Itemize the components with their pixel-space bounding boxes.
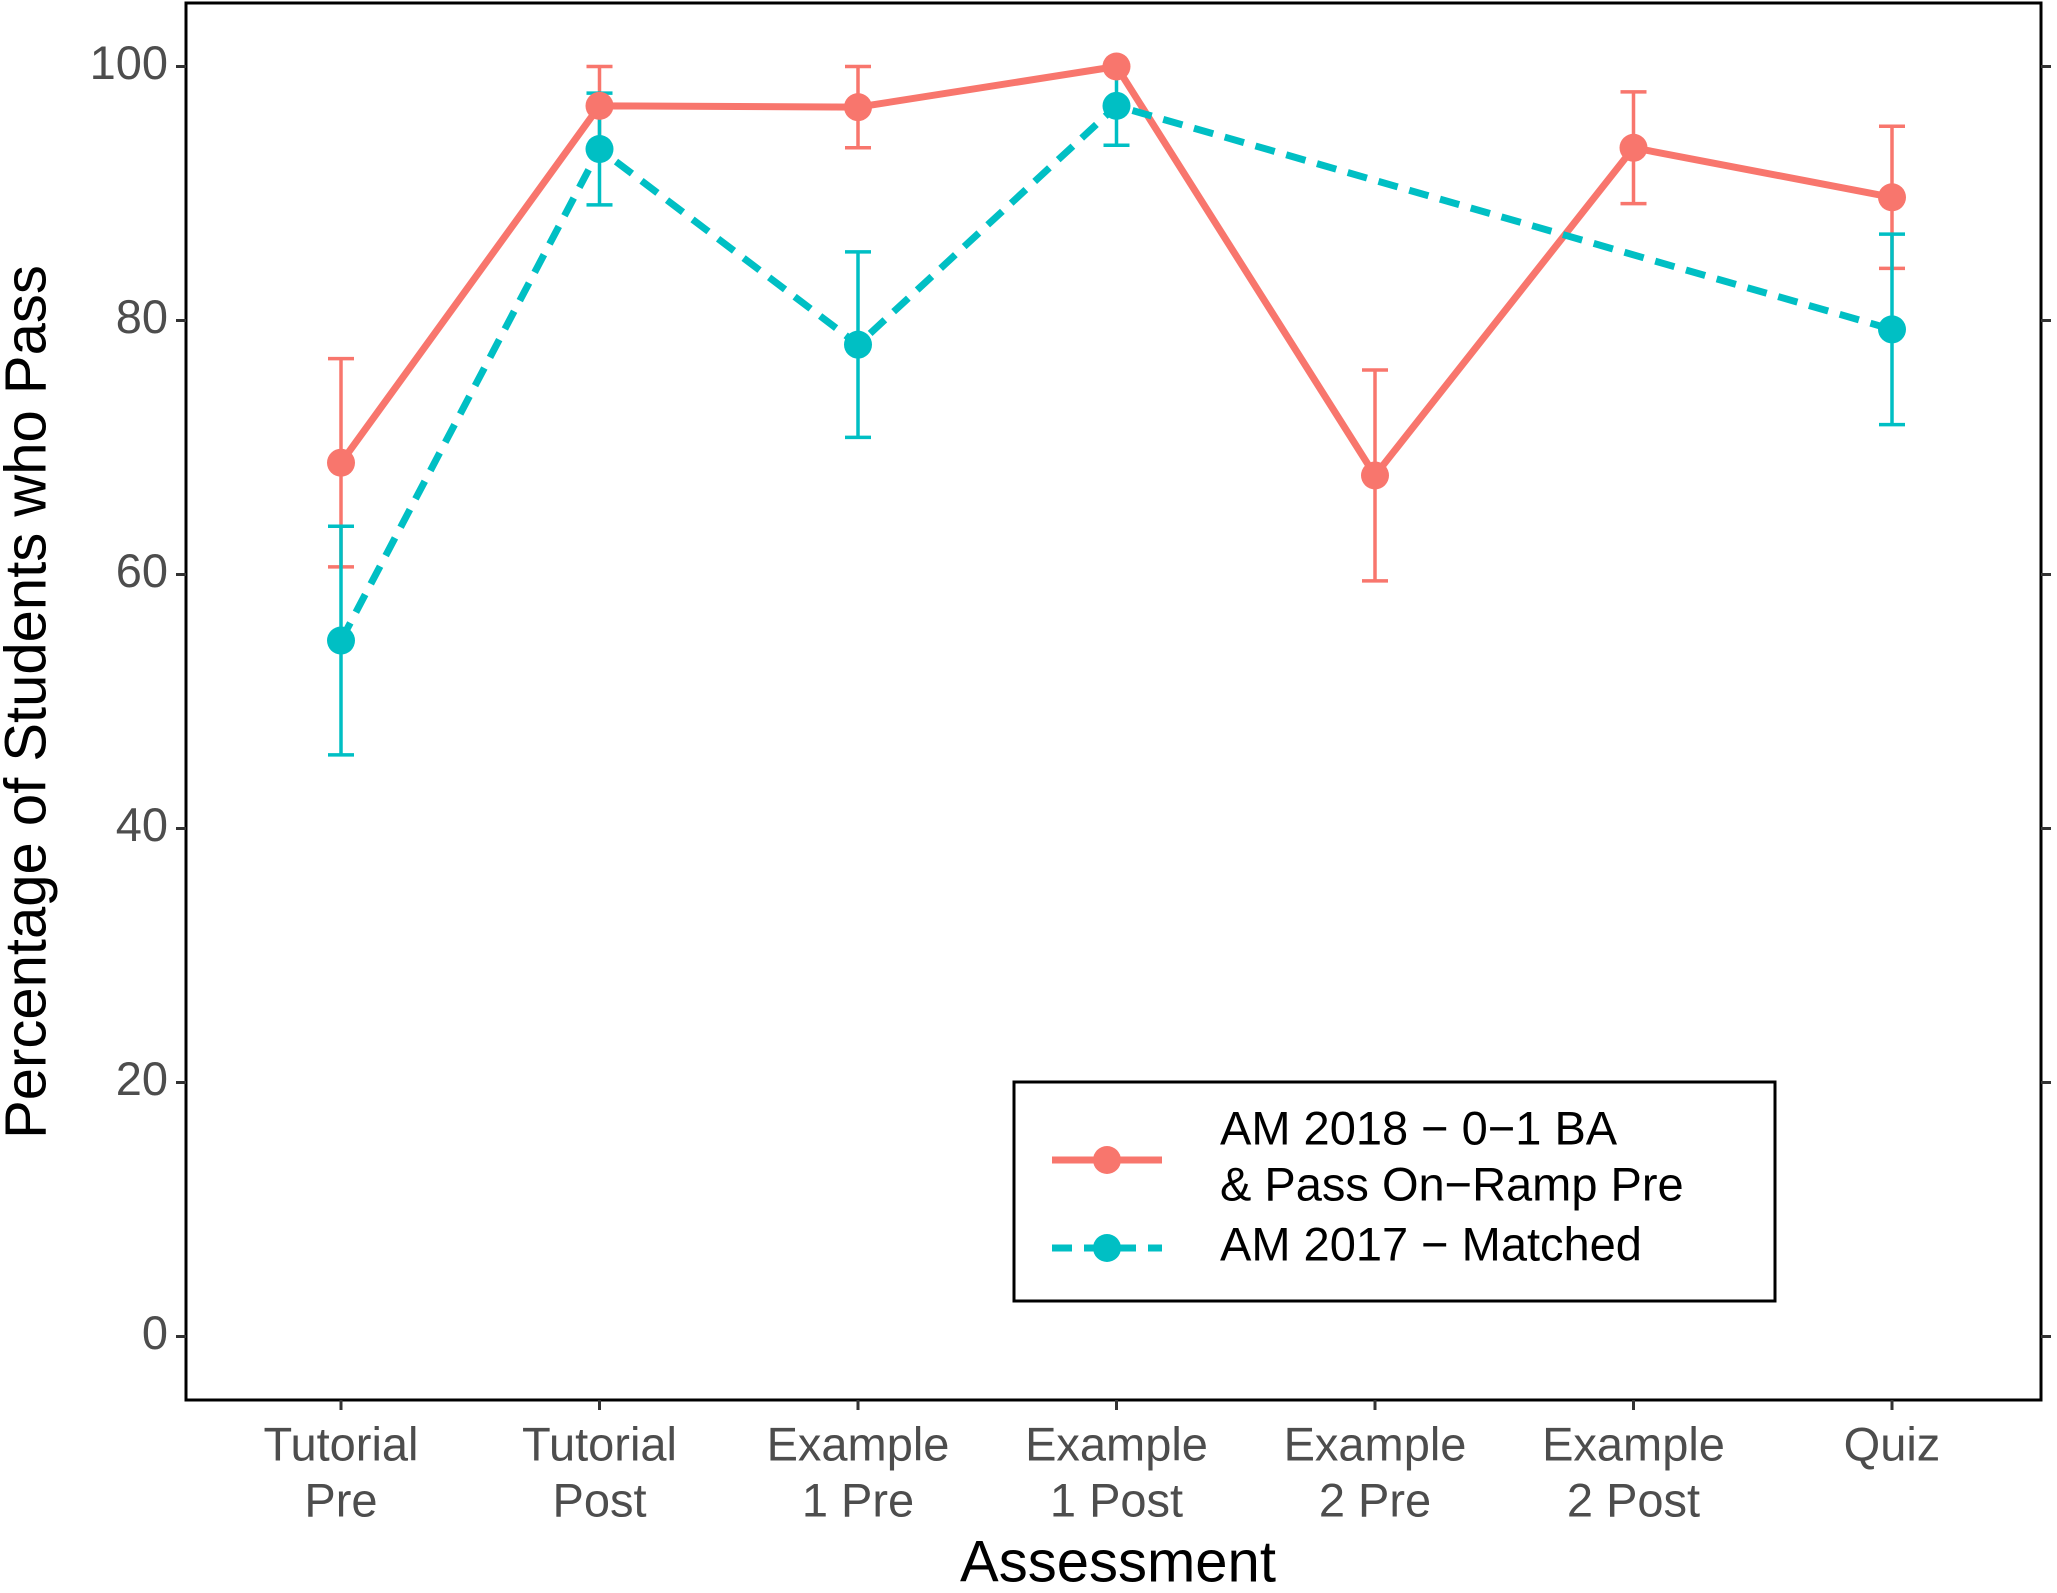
point: [585, 135, 614, 164]
legend-label: & Pass On−Ramp Pre: [1220, 1157, 1684, 1210]
x-tick-label: Example: [1542, 1417, 1725, 1470]
y-tick-label: 40: [116, 798, 168, 851]
point: [1619, 133, 1648, 162]
point: [1361, 461, 1389, 490]
x-tick-label: 1 Pre: [802, 1473, 914, 1526]
x-tick-label: Example: [1284, 1417, 1467, 1470]
legend-label: AM 2018 − 0−1 BA: [1220, 1101, 1618, 1154]
point: [1878, 183, 1906, 212]
x-tick-label: Example: [767, 1417, 950, 1470]
legend-marker: [1093, 1146, 1121, 1174]
x-tick-label: Tutorial: [264, 1417, 419, 1470]
y-tick-label: 80: [116, 290, 168, 343]
series-line: [337, 101, 1893, 643]
point: [844, 330, 872, 359]
x-tick-label: 2 Pre: [1319, 1473, 1431, 1526]
x-tick-label: Pre: [304, 1473, 377, 1526]
legend-box: [1012, 1080, 1777, 1303]
point: [327, 626, 355, 655]
y-axis-title: Percentage of Students who Pass: [0, 265, 58, 1139]
point: [327, 448, 355, 477]
plot-border: [184, 1, 2043, 1402]
x-axis-title: Assessment: [960, 1529, 1276, 1593]
y-tick-label: 60: [116, 544, 168, 597]
y-tick-label: 20: [116, 1052, 168, 1105]
x-tick-label: 2 Post: [1567, 1473, 1700, 1526]
point: [1878, 315, 1906, 344]
legend-marker: [1093, 1234, 1121, 1262]
x-tick-label: Example: [1025, 1417, 1208, 1470]
x-tick-label: Quiz: [1844, 1417, 1941, 1470]
legend-label: AM 2017 − Matched: [1220, 1217, 1642, 1270]
y-tick-label: 100: [90, 36, 168, 89]
y-tick-label: 0: [142, 1306, 168, 1359]
point: [1102, 91, 1131, 120]
point: [844, 93, 872, 122]
x-tick-label: Tutorial: [522, 1417, 677, 1470]
x-tick-label: 1 Post: [1050, 1473, 1183, 1526]
x-tick-label: Post: [552, 1473, 646, 1526]
point: [1102, 52, 1131, 81]
point: [585, 91, 614, 120]
